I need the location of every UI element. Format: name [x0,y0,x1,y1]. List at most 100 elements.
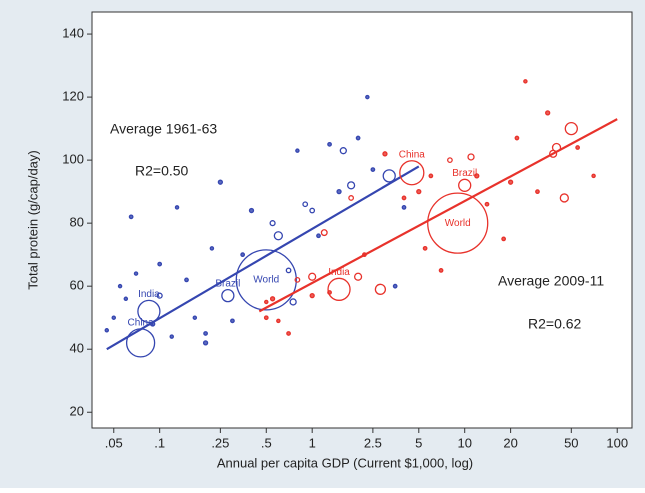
y-tick-label: 20 [70,404,84,419]
point-label: World [445,218,471,229]
point [382,169,396,183]
point [458,178,472,192]
point [382,151,388,157]
point [230,318,235,324]
point [273,231,284,241]
point [320,229,328,237]
plot-area [91,11,633,429]
point [235,249,297,311]
fit-line [106,165,420,351]
point [353,272,363,281]
point [117,283,123,289]
x-tick-label: 5 [415,435,422,450]
point-label: World [253,275,279,286]
point [285,267,292,274]
y-tick-label: 60 [70,278,84,293]
point [438,268,444,273]
point [474,173,480,179]
point [347,181,356,190]
x-tick-label: .5 [261,435,272,450]
point [467,153,475,161]
point-label: China [399,149,426,160]
point [422,245,428,251]
point [507,179,514,185]
point [240,252,246,258]
annotation: R2=0.50 [135,163,189,179]
annotation: Average 2009-11 [498,273,604,289]
y-tick-label: 140 [62,25,84,40]
point [401,195,407,201]
point [348,195,355,201]
point [591,173,596,179]
x-tick-label: 1 [309,435,316,450]
point-label: India [328,267,350,278]
point [248,207,255,214]
point [295,148,300,153]
point [111,315,117,320]
point [559,193,569,203]
point [327,277,351,301]
point [192,315,198,320]
point [269,220,276,227]
point [157,261,163,267]
point [545,110,551,116]
fit-line [258,118,618,313]
y-axis-title: Total protein (g/cap/day) [25,150,40,289]
x-tick-label: .05 [105,435,123,450]
point [133,271,139,276]
x-tick-label: 100 [606,435,628,450]
point [564,121,578,136]
point-label: China [128,318,155,329]
point [308,272,317,281]
point [137,299,161,324]
point-label: Brazil [215,278,240,289]
y-tick-label: 40 [70,341,84,356]
point-label: India [138,289,160,300]
point [484,201,490,207]
point [221,288,235,303]
point [286,331,291,336]
point [365,94,370,100]
point [355,135,361,141]
x-tick-label: .25 [211,435,229,450]
annotation: R2=0.62 [528,316,582,332]
point [309,292,315,299]
point [174,205,180,210]
point [416,188,422,195]
point [302,201,309,208]
y-tick-label: 80 [70,215,84,230]
annotation: Average 1961-63 [110,121,217,137]
point [104,328,110,333]
point [209,246,215,251]
point-label: Brazil [452,168,477,179]
point [401,205,407,210]
point [501,236,507,242]
point [263,315,269,321]
point [535,189,540,195]
x-tick-label: .1 [154,435,165,450]
point [269,296,276,302]
y-tick-label: 120 [62,89,84,104]
point [156,292,163,299]
point [575,145,581,150]
point [294,276,301,283]
point [309,207,316,214]
point [523,79,528,84]
point [428,173,434,179]
point [203,331,208,336]
x-tick-label: 50 [564,435,578,450]
point [427,192,489,254]
x-axis-title: Annual per capita GDP (Current $1,000, l… [217,455,473,470]
point [447,157,453,164]
point [128,214,134,220]
x-tick-label: 20 [503,435,517,450]
point [217,179,224,185]
y-tick-label: 100 [62,152,84,167]
x-tick-label: 2.5 [364,435,382,450]
point [316,233,321,239]
point [399,160,425,186]
point [336,188,342,195]
point [264,299,269,305]
